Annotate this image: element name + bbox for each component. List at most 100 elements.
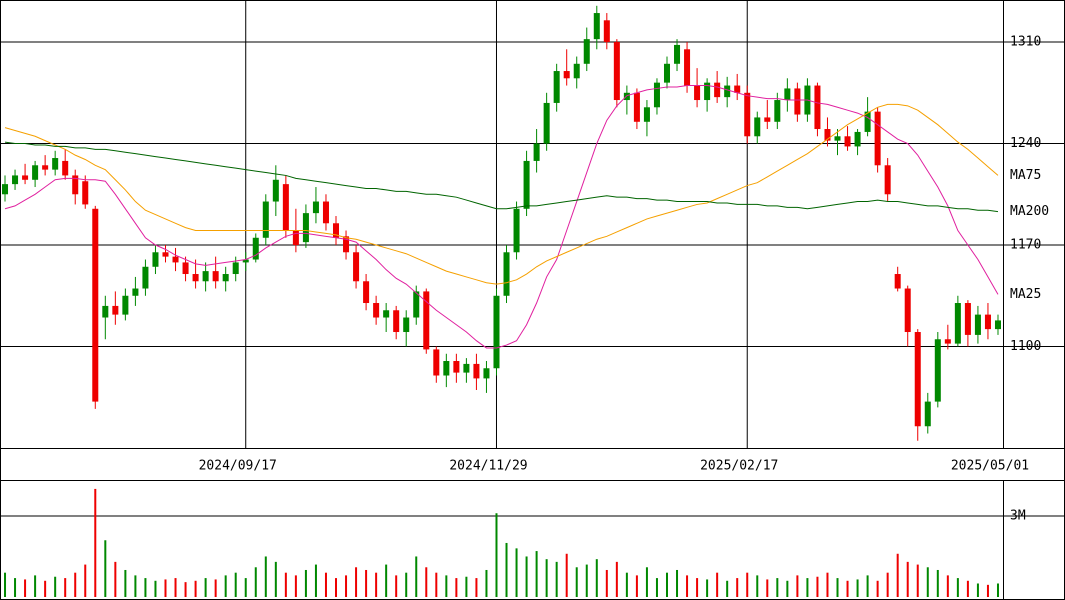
candle-body <box>2 184 9 195</box>
volume-bar <box>154 580 157 597</box>
candle-body <box>784 88 791 101</box>
candle-body <box>312 201 319 214</box>
candle-body <box>563 71 570 79</box>
volume-bar <box>204 578 207 597</box>
volume-bar <box>304 569 307 597</box>
candle-body <box>32 165 39 180</box>
candle-body <box>914 332 921 427</box>
volume-bar <box>425 567 428 597</box>
volume-bar <box>525 556 528 597</box>
volume-bar <box>274 561 277 597</box>
volume-bar <box>816 576 819 597</box>
candle-body <box>453 361 460 373</box>
volume-bar <box>926 567 929 597</box>
volume-tick-label: 3M <box>1010 508 1026 523</box>
candle-body <box>132 288 139 296</box>
candle-body <box>734 85 741 93</box>
x-tick-label: 2025/02/17 <box>700 459 778 474</box>
candle-body <box>353 252 360 282</box>
volume-bar <box>114 561 117 597</box>
candle-body <box>383 310 390 318</box>
candle-body <box>543 102 550 144</box>
y-tick-label: 1310 <box>1010 35 1041 50</box>
candle-body <box>282 184 289 231</box>
candle-body <box>42 165 49 170</box>
candle-body <box>343 236 350 253</box>
candle-body <box>413 291 420 318</box>
candle-body <box>302 213 309 243</box>
candle-body <box>944 339 951 344</box>
volume-bar <box>686 575 689 597</box>
candle-body <box>82 181 89 205</box>
candle-body <box>643 107 650 122</box>
volume-bar <box>575 567 578 597</box>
ma-line <box>4 85 999 349</box>
candle-body <box>573 63 580 79</box>
candle-body <box>322 201 329 224</box>
candle-body <box>373 303 380 318</box>
volume-bar <box>585 564 588 597</box>
volume-bar <box>605 569 608 597</box>
volume-bar <box>505 542 508 597</box>
ma-line <box>4 103 999 285</box>
volume-bar <box>254 567 257 597</box>
legend-label: MA200 <box>1010 204 1049 219</box>
volume-bar <box>355 567 358 597</box>
candle-body <box>884 165 891 195</box>
volume-bar <box>94 488 97 597</box>
candle-body <box>523 160 530 209</box>
candle-body <box>493 295 500 369</box>
volume-bar <box>104 540 107 597</box>
candle-body <box>332 223 340 238</box>
candle-body <box>513 208 520 253</box>
candle-body <box>182 262 189 275</box>
volume-bar <box>164 579 167 597</box>
candle-body <box>22 175 29 180</box>
candle-body <box>704 82 711 101</box>
candle-body <box>844 136 851 147</box>
candle-body <box>242 259 249 263</box>
candle-body <box>232 262 239 275</box>
candle-body <box>684 49 691 86</box>
volume-bar <box>676 569 679 597</box>
candle-body <box>603 20 610 43</box>
candle-body <box>272 179 279 202</box>
volume-bar <box>395 575 398 597</box>
candle-body <box>854 131 861 147</box>
volume-bar <box>385 564 388 597</box>
candle-body <box>593 13 600 40</box>
candle-body <box>633 92 640 122</box>
volume-bar <box>124 569 127 597</box>
volume-bar <box>234 572 237 597</box>
x-tick-label: 2025/05/01 <box>951 459 1029 474</box>
y-tick-label: 1240 <box>1010 136 1041 151</box>
candle-body <box>814 85 821 130</box>
candle-body <box>694 85 701 101</box>
candle-body <box>463 363 470 373</box>
candle-body <box>152 252 159 267</box>
candle-body <box>202 271 209 282</box>
volume-bar <box>515 548 518 597</box>
volume-bar <box>996 583 999 597</box>
candle-body <box>663 63 671 83</box>
volume-bar <box>876 580 879 597</box>
volume-bar <box>545 559 548 597</box>
volume-bar <box>264 556 267 597</box>
candle-body <box>172 256 179 263</box>
volume-bar <box>966 580 969 597</box>
candle-body <box>102 305 109 318</box>
volume-bar <box>365 569 368 597</box>
candle-body <box>423 291 430 350</box>
candle-body <box>363 281 370 304</box>
candle-body <box>192 274 199 282</box>
volume-bar <box>846 580 849 597</box>
volume-bar <box>696 578 699 597</box>
volume-bar <box>535 551 538 597</box>
volume-bar <box>184 582 187 597</box>
candle-body <box>433 349 440 376</box>
legend-label: MA25 <box>1010 287 1041 302</box>
volume-bar <box>224 575 227 597</box>
candle-body <box>974 314 981 335</box>
